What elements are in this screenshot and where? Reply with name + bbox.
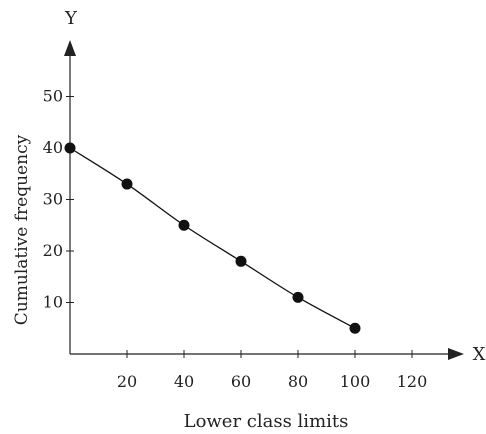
y-tick-label: 10	[43, 293, 63, 312]
x-tick-label: 100	[340, 372, 371, 391]
data-point	[292, 291, 304, 303]
data-point	[235, 255, 247, 267]
ticks: 20 40 60 80 100 120 10 20 30 40 50	[43, 87, 428, 392]
data-point	[64, 142, 76, 154]
x-tick-label: 20	[117, 372, 137, 391]
x-tick-label: 60	[231, 372, 251, 391]
data-point	[121, 178, 133, 190]
series-line	[69, 147, 356, 329]
axes	[64, 40, 464, 360]
y-axis-title: Cumulative frequency	[12, 134, 32, 325]
y-tick-label: 30	[43, 190, 63, 209]
y-tick-label: 40	[43, 138, 63, 157]
x-tick-label: 120	[397, 372, 428, 391]
y-axis-letter: Y	[64, 8, 78, 29]
x-axis-arrowhead	[448, 348, 464, 360]
y-axis-arrowhead	[64, 40, 76, 56]
y-tick-label: 20	[43, 241, 63, 260]
x-axis-title: Lower class limits	[184, 411, 349, 432]
data-point	[349, 322, 361, 334]
x-axis-letter: X	[473, 344, 486, 365]
x-tick-label: 80	[288, 372, 308, 391]
data-point	[178, 219, 190, 231]
y-tick-label: 50	[43, 87, 63, 106]
series	[64, 142, 361, 334]
x-tick-label: 40	[174, 372, 194, 391]
